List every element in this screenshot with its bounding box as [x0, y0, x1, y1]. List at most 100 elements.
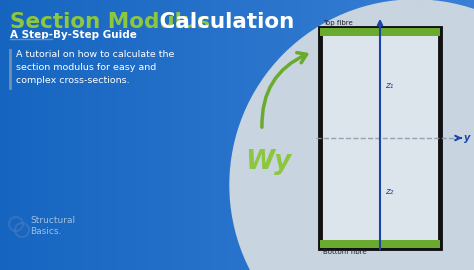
Bar: [424, 0, 427, 270]
Bar: [95, 0, 97, 270]
Bar: [246, 0, 249, 270]
Bar: [412, 0, 415, 270]
Bar: [296, 0, 299, 270]
Bar: [230, 0, 232, 270]
Bar: [114, 0, 116, 270]
Bar: [377, 0, 379, 270]
Bar: [9, 0, 12, 270]
Bar: [370, 0, 372, 270]
Text: z₂: z₂: [385, 187, 393, 195]
Bar: [90, 0, 92, 270]
Bar: [374, 0, 377, 270]
Text: Section Modulus: Section Modulus: [10, 12, 210, 32]
Bar: [118, 0, 121, 270]
Bar: [140, 0, 142, 270]
Bar: [320, 0, 322, 270]
Bar: [24, 0, 26, 270]
Bar: [14, 0, 17, 270]
Bar: [282, 0, 284, 270]
Bar: [171, 0, 173, 270]
Bar: [284, 0, 287, 270]
Bar: [31, 0, 33, 270]
Bar: [211, 0, 213, 270]
Bar: [249, 0, 251, 270]
Bar: [19, 0, 21, 270]
Bar: [85, 0, 88, 270]
Bar: [2, 0, 5, 270]
Bar: [325, 0, 327, 270]
Bar: [26, 0, 28, 270]
Bar: [265, 0, 268, 270]
Bar: [457, 0, 460, 270]
Bar: [109, 0, 111, 270]
Bar: [261, 0, 263, 270]
Bar: [275, 0, 277, 270]
Bar: [320, 28, 440, 248]
Bar: [81, 0, 83, 270]
Bar: [320, 28, 440, 36]
Bar: [386, 0, 389, 270]
Text: Wy: Wy: [245, 149, 291, 175]
Bar: [47, 0, 50, 270]
Bar: [401, 0, 403, 270]
Bar: [344, 0, 346, 270]
Bar: [434, 0, 436, 270]
Bar: [161, 0, 164, 270]
Bar: [187, 0, 190, 270]
Bar: [130, 0, 133, 270]
Bar: [133, 0, 135, 270]
Bar: [256, 0, 258, 270]
Bar: [21, 0, 24, 270]
Bar: [294, 0, 296, 270]
Bar: [216, 0, 218, 270]
Bar: [66, 0, 69, 270]
Bar: [55, 0, 57, 270]
Bar: [128, 0, 130, 270]
Circle shape: [230, 0, 474, 270]
Bar: [348, 0, 351, 270]
Bar: [232, 0, 235, 270]
Bar: [242, 0, 244, 270]
Bar: [360, 0, 363, 270]
Bar: [83, 0, 85, 270]
Bar: [469, 0, 472, 270]
Bar: [303, 0, 306, 270]
Bar: [467, 0, 469, 270]
Bar: [356, 0, 358, 270]
Bar: [62, 0, 64, 270]
Bar: [71, 0, 73, 270]
Bar: [270, 0, 273, 270]
Text: Structural
Basics.: Structural Basics.: [30, 216, 75, 237]
Bar: [111, 0, 114, 270]
Bar: [289, 0, 292, 270]
Bar: [57, 0, 59, 270]
Bar: [156, 0, 159, 270]
Bar: [353, 0, 356, 270]
Bar: [121, 0, 123, 270]
Bar: [329, 0, 332, 270]
Bar: [277, 0, 280, 270]
Bar: [123, 0, 126, 270]
Bar: [465, 0, 467, 270]
Bar: [126, 0, 128, 270]
Bar: [225, 0, 228, 270]
Bar: [88, 0, 90, 270]
Bar: [332, 0, 334, 270]
Bar: [204, 0, 206, 270]
Bar: [17, 0, 19, 270]
Bar: [301, 0, 303, 270]
Bar: [116, 0, 118, 270]
Bar: [218, 0, 220, 270]
Text: y: y: [464, 133, 470, 143]
Bar: [306, 0, 308, 270]
Bar: [308, 0, 310, 270]
Bar: [182, 0, 185, 270]
Bar: [258, 0, 261, 270]
Bar: [244, 0, 246, 270]
Bar: [410, 0, 412, 270]
Bar: [159, 0, 161, 270]
Bar: [154, 0, 156, 270]
FancyArrowPatch shape: [262, 53, 307, 127]
Bar: [327, 0, 329, 270]
Bar: [315, 0, 318, 270]
